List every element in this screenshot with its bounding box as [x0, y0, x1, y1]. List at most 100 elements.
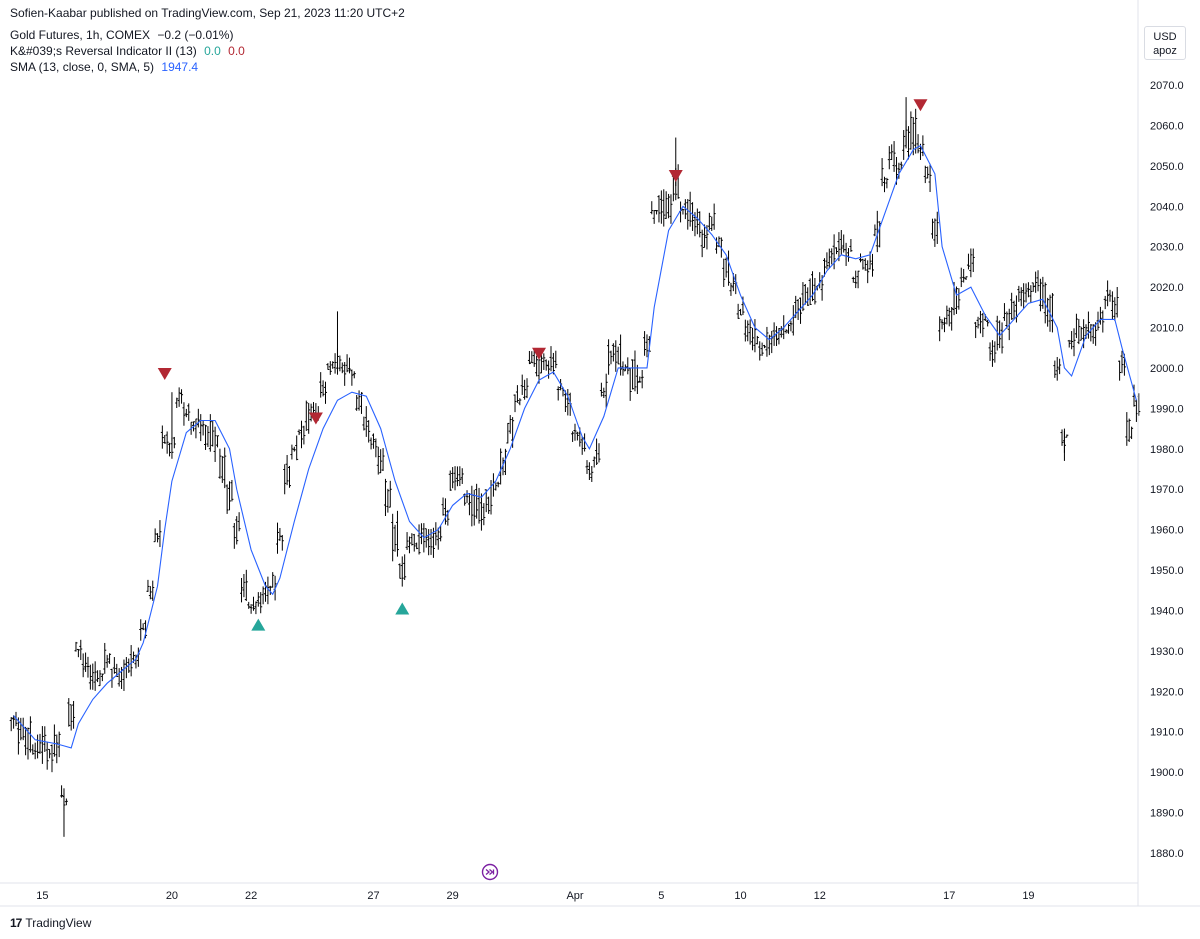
ohlc-bar — [978, 310, 982, 334]
ohlc-bar — [770, 330, 774, 354]
ohlc-bar — [108, 653, 112, 664]
ohlc-bar — [261, 586, 265, 605]
go-to-realtime-icon[interactable] — [481, 863, 499, 881]
ohlc-bar — [707, 212, 711, 231]
ohlc-bar — [563, 390, 567, 413]
legend-change: −0.2 (−0.01%) — [157, 28, 234, 42]
ohlc-bar — [1106, 280, 1110, 307]
ohlc-bar — [640, 369, 644, 389]
ohlc-bar — [451, 467, 455, 489]
ohlc-bar — [851, 276, 855, 283]
ohlc-bar — [662, 189, 666, 227]
x-tick-label: 12 — [814, 890, 826, 902]
y-tick-label: 1920.0 — [1150, 686, 1184, 698]
ohlc-bar — [1055, 357, 1059, 381]
ohlc-bar — [806, 287, 810, 306]
ohlc-bar — [739, 308, 743, 316]
ohlc-bar — [216, 435, 220, 448]
y-tick-label: 1940.0 — [1150, 605, 1184, 617]
ohlc-bar — [494, 482, 498, 491]
ohlc-bar — [990, 340, 994, 367]
ohlc-bar — [755, 335, 759, 345]
bearish-signal-icon — [308, 412, 323, 425]
y-tick-label: 2020.0 — [1150, 282, 1184, 294]
ohlc-bar — [249, 604, 253, 614]
ohlc-bar — [1036, 270, 1040, 292]
tradingview-logo-icon: 17 — [10, 916, 22, 930]
ohlc-bar — [96, 670, 100, 683]
ohlc-bar — [386, 488, 390, 513]
ohlc-bar — [621, 361, 625, 376]
ohlc-bar — [676, 164, 680, 199]
ohlc-bar — [784, 329, 788, 334]
ohlc-bar — [1070, 331, 1074, 350]
ohlc-bar — [506, 422, 510, 444]
ohlc-bar — [513, 394, 517, 413]
ohlc-bar — [151, 580, 155, 601]
ohlc-bar — [26, 727, 30, 760]
ohlc-bar — [347, 357, 351, 374]
price-axis: 1880.0 1890.0 1900.0 1910.0 1920.0 1930.0 1940… — [1150, 80, 1184, 860]
ohlc-bar — [160, 425, 164, 449]
ohlc-bar — [487, 496, 491, 514]
ohlc-bar — [986, 320, 990, 327]
ohlc-bar — [91, 663, 95, 690]
ohlc-bar — [60, 785, 64, 798]
currency-label: USD — [1153, 31, 1177, 43]
ohlc-bar — [1074, 313, 1078, 339]
ohlc-bar — [508, 415, 512, 434]
ohlc-bar — [148, 586, 152, 600]
ohlc-bar — [1010, 292, 1014, 320]
ohlc-bar — [887, 146, 891, 170]
ohlc-bar — [213, 426, 217, 462]
ohlc-bar — [787, 323, 791, 334]
ohlc-bar — [33, 742, 37, 760]
legend-sma-row[interactable]: SMA (13, close, 0, SMA, 5) 1947.4 — [10, 60, 202, 74]
ohlc-bar — [599, 382, 603, 397]
ohlc-bar — [525, 378, 529, 399]
ohlc-bar — [575, 431, 579, 441]
x-tick-label: 29 — [447, 890, 459, 902]
ohlc-bar — [48, 748, 52, 759]
ohlc-bar — [103, 642, 107, 674]
ohlc-bar — [184, 408, 188, 418]
ohlc-bar — [439, 526, 443, 542]
ohlc-bar — [359, 392, 363, 414]
legend-indicator-row[interactable]: K&#039;s Reversal Indicator II (13) 0.0 … — [10, 44, 249, 58]
ohlc-bar — [683, 199, 687, 220]
ohlc-bar — [477, 487, 481, 524]
ohlc-bar — [988, 342, 992, 361]
ohlc-bar — [465, 490, 469, 503]
ohlc-bar — [808, 278, 812, 305]
tradingview-logo[interactable]: 17 TradingView — [10, 916, 91, 930]
ohlc-bar — [206, 426, 210, 447]
ohlc-bar — [791, 305, 795, 336]
ohlc-bar — [899, 161, 903, 170]
currency-selector[interactable]: USD apoz — [1144, 26, 1186, 60]
ohlc-bar — [247, 601, 251, 609]
ohlc-bar — [655, 209, 659, 215]
ohlc-bar — [1012, 300, 1016, 320]
ohlc-bar — [482, 503, 486, 526]
ohlc-bar — [1094, 322, 1098, 346]
ohlc-bar — [12, 715, 16, 729]
ohlc-bar — [182, 402, 186, 426]
ohlc-bar — [340, 362, 344, 374]
ohlc-bar — [947, 307, 951, 327]
legend-symbol-row[interactable]: Gold Futures, 1h, COMEX −0.2 (−0.01%) — [10, 28, 237, 42]
ohlc-bar — [532, 349, 536, 367]
bearish-signal-icon — [157, 368, 172, 381]
ohlc-bar — [633, 350, 637, 392]
ohlc-bar — [81, 653, 85, 678]
ohlc-bar — [280, 534, 284, 551]
ohlc-bar — [362, 416, 366, 431]
ohlc-bar — [139, 619, 143, 641]
ohlc-bar — [196, 408, 200, 428]
ohlc-bar — [64, 798, 68, 806]
ohlc-bar — [1072, 328, 1076, 357]
ohlc-bar — [295, 435, 299, 461]
ohlc-bar — [686, 199, 690, 230]
ohlc-bar — [69, 704, 73, 731]
ohlc-bar — [393, 524, 397, 552]
